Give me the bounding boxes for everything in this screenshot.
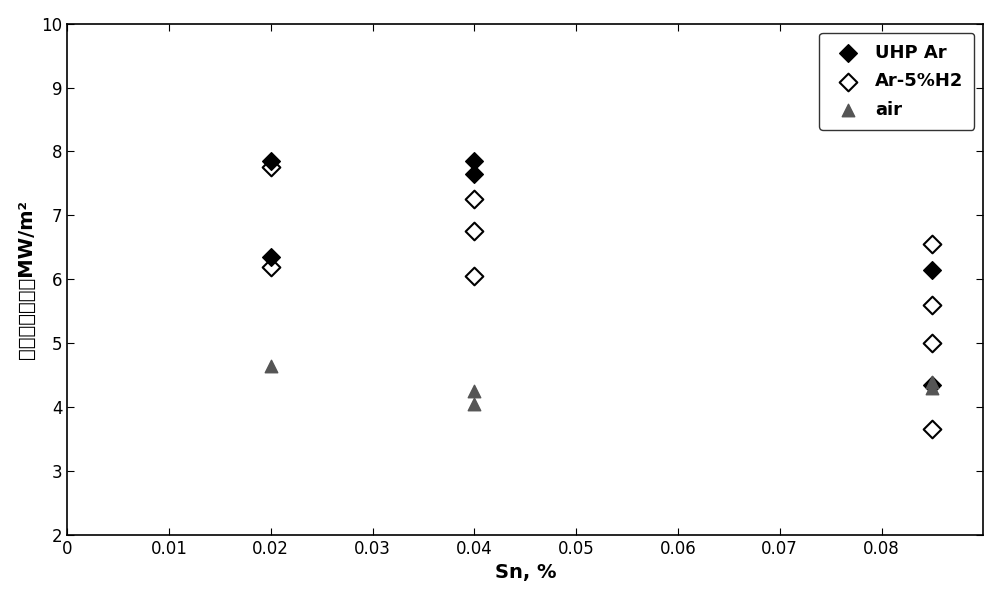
air — [466, 399, 482, 409]
X-axis label: Sn, %: Sn, % — [495, 563, 556, 582]
Ar-5%H2 — [466, 195, 482, 204]
air — [924, 377, 940, 386]
Ar-5%H2 — [924, 338, 940, 348]
air — [466, 386, 482, 396]
UHP Ar — [924, 380, 940, 389]
Ar-5%H2 — [924, 240, 940, 249]
Y-axis label: 平均热流密度，MW/m²: 平均热流密度，MW/m² — [17, 200, 36, 359]
air — [263, 361, 279, 370]
Ar-5%H2 — [263, 163, 279, 173]
Ar-5%H2 — [466, 226, 482, 236]
Ar-5%H2 — [924, 425, 940, 434]
Ar-5%H2 — [924, 300, 940, 310]
UHP Ar — [263, 252, 279, 262]
UHP Ar — [263, 156, 279, 166]
Legend: UHP Ar, Ar-5%H2, air: UHP Ar, Ar-5%H2, air — [819, 33, 974, 130]
air — [924, 383, 940, 393]
Ar-5%H2 — [466, 271, 482, 281]
UHP Ar — [924, 265, 940, 274]
UHP Ar — [466, 169, 482, 179]
Ar-5%H2 — [263, 262, 279, 271]
UHP Ar — [466, 156, 482, 166]
